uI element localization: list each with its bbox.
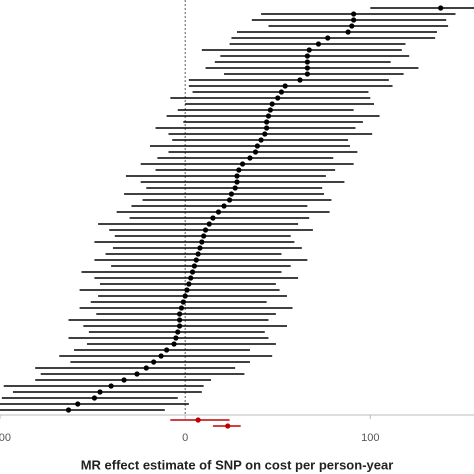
point-estimate: [254, 143, 260, 149]
point-estimate: [264, 125, 270, 131]
point-estimate: [189, 269, 196, 275]
point-estimate: [265, 113, 272, 119]
point-estimate: [108, 383, 114, 389]
point-estimate: [210, 215, 216, 221]
point-estimate: [177, 317, 183, 323]
point-estimate: [197, 245, 203, 251]
point-estimate: [193, 257, 199, 263]
point-estimate: [304, 71, 310, 77]
point-estimate: [177, 323, 183, 329]
point-estimate: [191, 263, 198, 269]
point-estimate: [177, 311, 183, 317]
point-estimate: [175, 329, 181, 335]
point-estimate: [158, 353, 164, 359]
point-estimate: [304, 59, 310, 65]
point-estimate: [151, 359, 157, 365]
point-estimate: [262, 131, 268, 137]
point-estimate: [143, 365, 149, 371]
point-estimate: [186, 281, 192, 287]
point-estimate: [206, 221, 212, 227]
point-estimate: [304, 65, 310, 71]
point-estimate: [264, 119, 270, 125]
x-tick-label: 100: [361, 432, 379, 444]
point-estimate: [184, 287, 190, 293]
point-estimate: [164, 347, 170, 353]
point-estimate: [269, 101, 275, 107]
x-axis-label: MR effect estimate of SNP on cost per pe…: [81, 457, 394, 472]
point-estimate: [239, 161, 246, 167]
point-estimate: [306, 47, 312, 53]
point-estimate: [297, 77, 303, 83]
point-estimate: [201, 233, 207, 239]
point-estimate: [275, 95, 281, 101]
point-estimate: [351, 11, 357, 17]
point-estimate: [325, 35, 331, 41]
point-estimate: [349, 23, 355, 29]
x-tick-label: -100: [0, 432, 11, 444]
point-estimate: [178, 305, 185, 311]
point-estimate: [267, 107, 273, 113]
point-estimate: [65, 407, 72, 413]
point-estimate: [304, 53, 310, 59]
point-estimate: [202, 227, 209, 233]
point-estimate: [180, 299, 186, 305]
point-estimate: [247, 155, 253, 161]
point-estimate: [345, 29, 351, 35]
point-estimate: [228, 191, 235, 197]
point-estimate: [234, 173, 240, 179]
point-estimate: [171, 341, 177, 347]
point-estimate: [236, 167, 242, 173]
point-estimate: [351, 17, 357, 23]
point-estimate: [199, 239, 205, 245]
point-estimate: [438, 5, 444, 11]
point-estimate: [234, 179, 240, 185]
point-estimate: [75, 401, 81, 407]
point-estimate: [252, 149, 259, 155]
point-estimate: [195, 251, 201, 257]
point-estimate: [97, 389, 103, 395]
point-estimate: [226, 197, 233, 203]
point-estimate: [121, 377, 127, 383]
point-estimate: [134, 371, 140, 377]
point-estimate: [91, 395, 98, 401]
point-estimate: [225, 423, 231, 429]
point-estimate: [195, 417, 201, 423]
point-estimate: [282, 83, 288, 89]
point-estimate: [173, 335, 179, 341]
point-estimate: [258, 137, 264, 143]
point-estimate: [182, 293, 188, 299]
x-tick-label: 0: [182, 432, 188, 444]
point-estimate: [232, 185, 238, 191]
point-estimate: [221, 203, 227, 209]
point-estimate: [315, 41, 322, 47]
point-estimate: [215, 209, 222, 215]
point-estimate: [188, 275, 194, 281]
point-estimate: [278, 89, 285, 95]
